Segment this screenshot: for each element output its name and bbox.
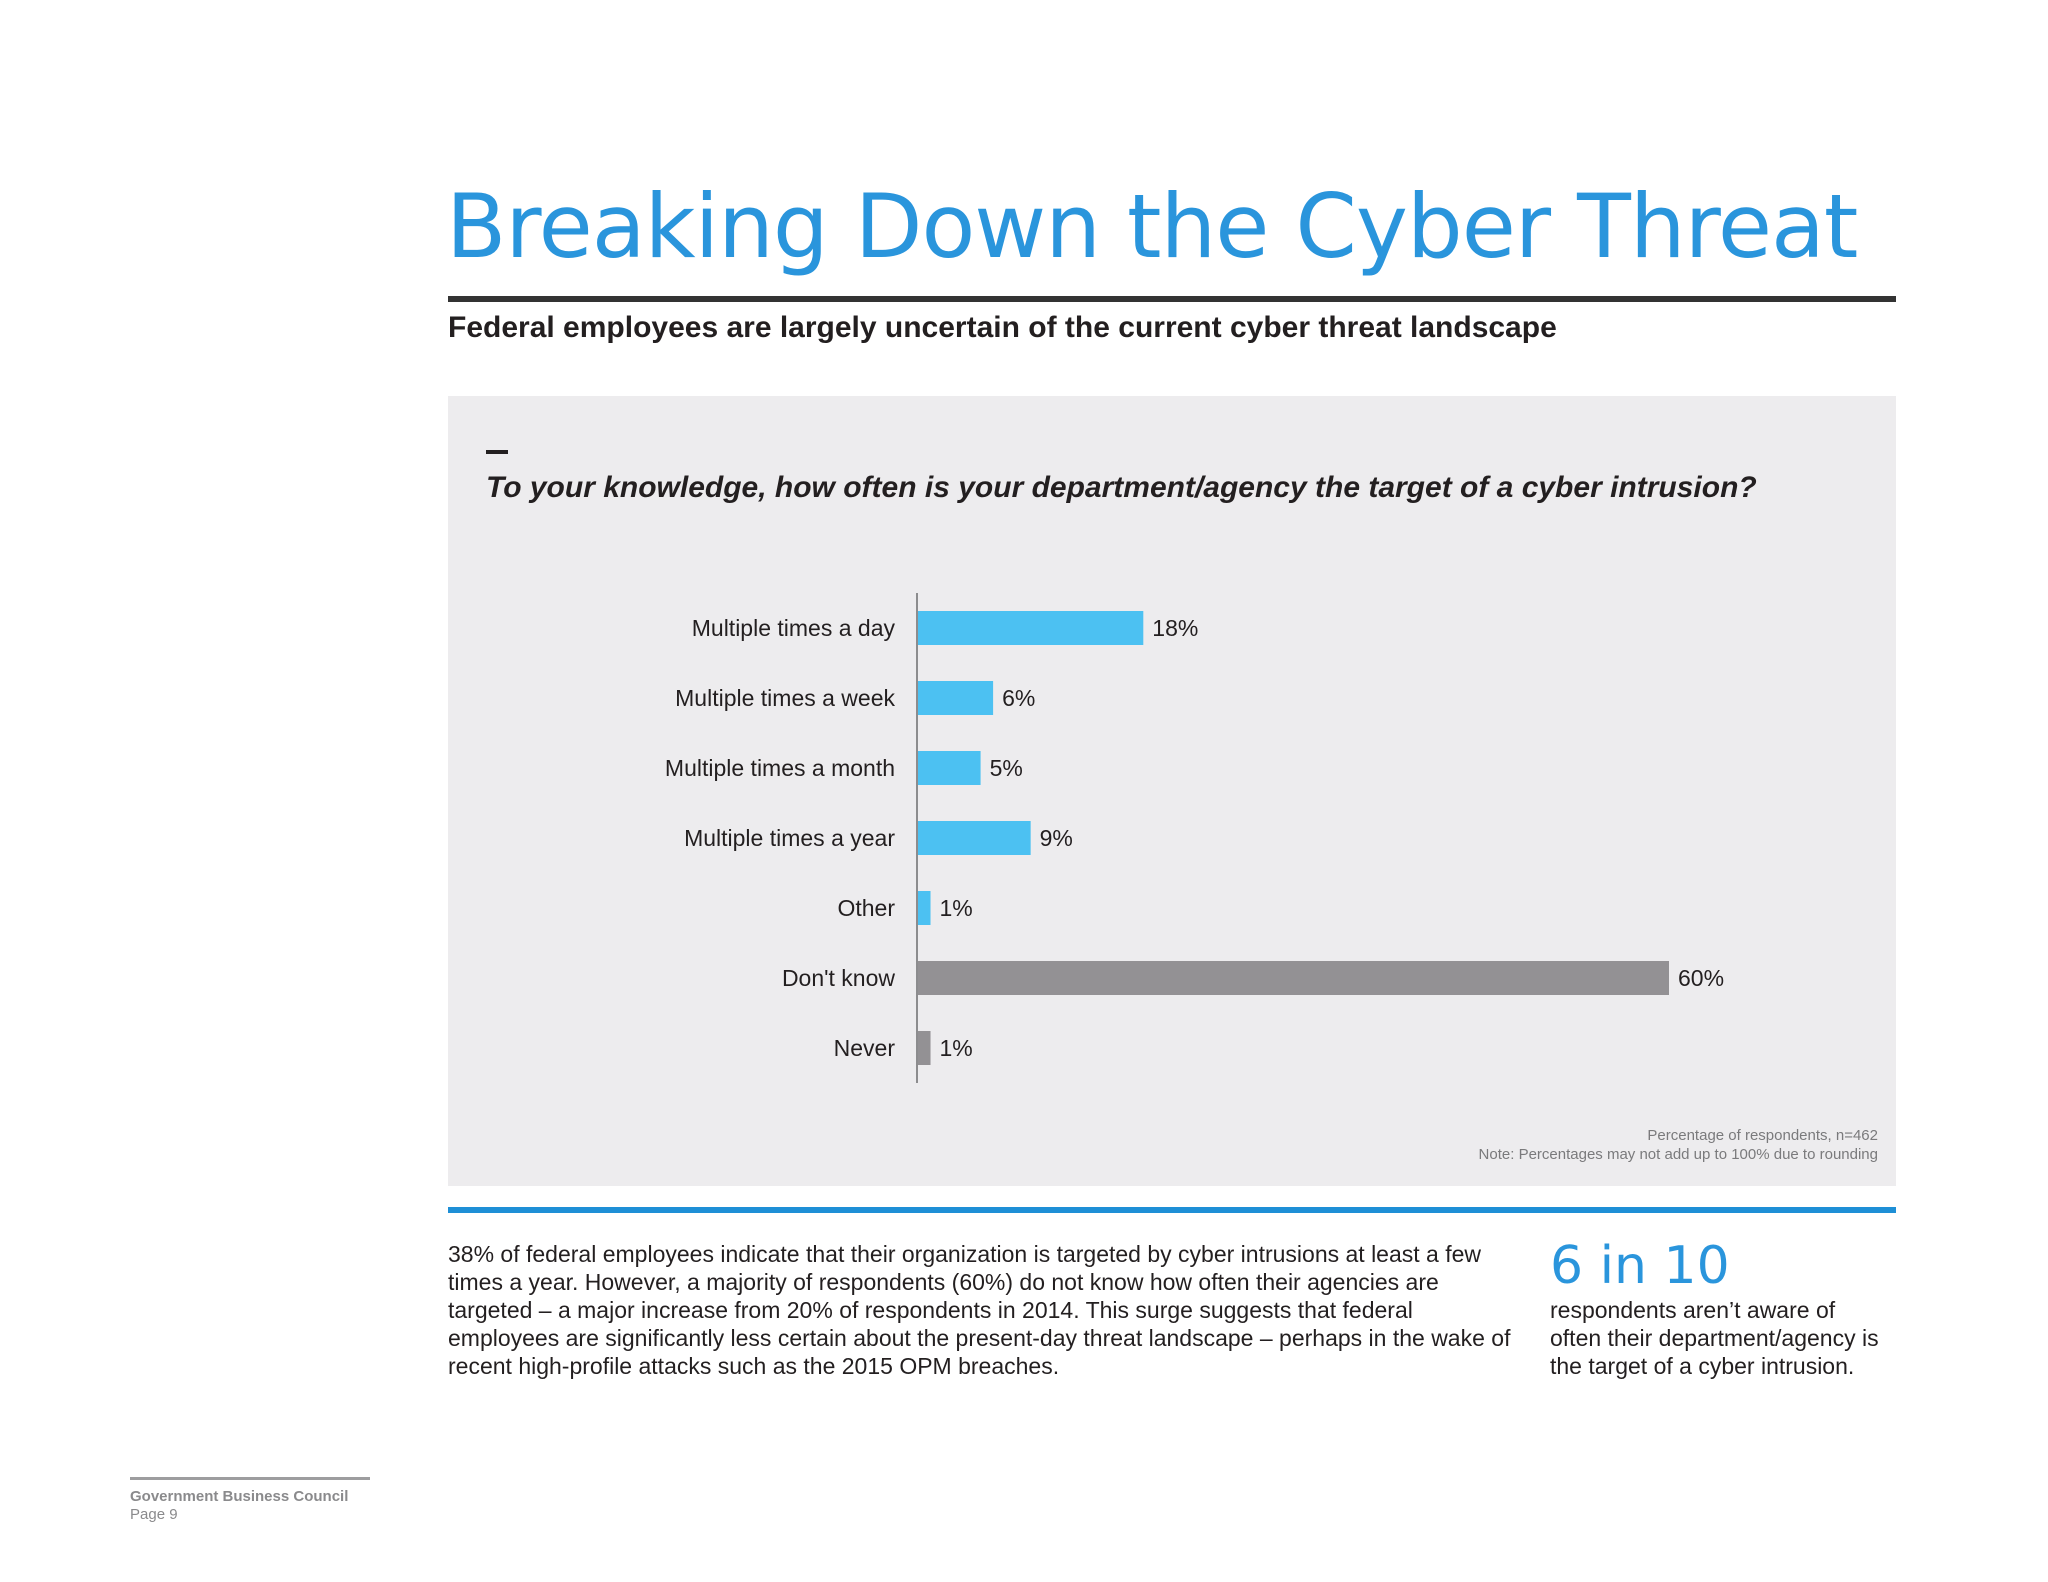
category-label: Multiple times a year <box>684 825 895 851</box>
data-label: 60% <box>1678 965 1724 991</box>
data-label: 5% <box>990 755 1023 781</box>
survey-question: To your knowledge, how often is your dep… <box>486 471 1757 504</box>
bar <box>918 961 1669 995</box>
bar <box>918 821 1031 855</box>
section-divider <box>448 1207 1896 1213</box>
bar-chart: Multiple times a day 18% Multiple times a … <box>665 593 1724 1083</box>
data-label: 1% <box>940 1035 973 1061</box>
category-label: Don't know <box>782 965 895 991</box>
category-label: Multiple times a day <box>692 615 896 641</box>
bar <box>918 751 981 785</box>
summary-paragraph: 38% of federal employees indicate that t… <box>448 1241 1511 1379</box>
category-label: Never <box>834 1035 896 1061</box>
data-label: 6% <box>1002 685 1035 711</box>
callout-text: respondents aren’t aware of often their … <box>1550 1297 1879 1379</box>
chart-panel: To your knowledge, how often is your dep… <box>448 396 1896 1186</box>
chart-note: Percentage of respondents, n=462 Note: P… <box>1479 1126 1878 1164</box>
data-label: 9% <box>1040 825 1073 851</box>
footer-divider <box>130 1477 370 1480</box>
category-label: Multiple times a week <box>675 685 895 711</box>
callout-stat: 6 in 10 <box>1550 1236 1730 1296</box>
page-subtitle: Federal employees are largely uncertain … <box>448 311 1557 344</box>
bar <box>918 681 994 715</box>
category-label: Multiple times a month <box>665 755 895 781</box>
page-number: Page 9 <box>130 1506 178 1523</box>
page-title: Breaking Down the Cyber Threat <box>446 175 1858 278</box>
footer-organization: Government Business Council <box>130 1488 349 1505</box>
question-dash <box>486 450 508 454</box>
chart-note-respondents: Percentage of respondents, n=462 <box>1647 1127 1878 1144</box>
data-label: 18% <box>1152 615 1198 641</box>
chart-note-rounding: Note: Percentages may not add up to 100%… <box>1478 1146 1878 1163</box>
bar <box>918 1031 931 1065</box>
bar <box>918 611 1144 645</box>
category-label: Other <box>837 895 895 921</box>
data-label: 1% <box>940 895 973 921</box>
bar <box>918 891 931 925</box>
title-divider <box>448 296 1896 302</box>
